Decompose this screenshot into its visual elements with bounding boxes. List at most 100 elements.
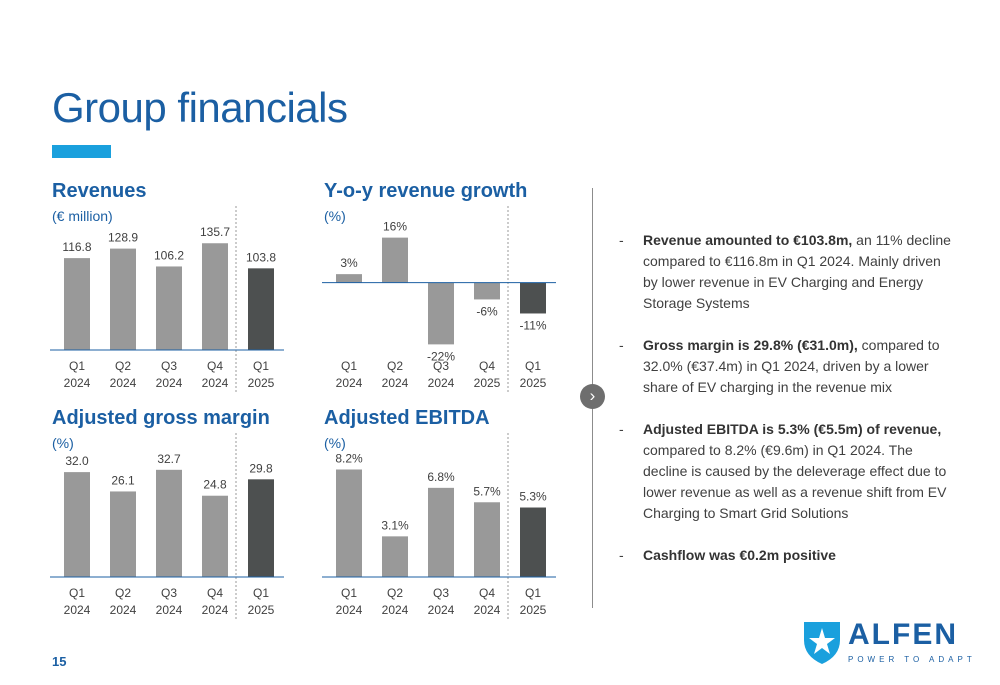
bar <box>474 502 500 577</box>
bar <box>64 472 90 577</box>
yoy-growth-chart: Y-o-y revenue growth (%) 3% Q1 2024 16% Q2 20… <box>322 180 564 400</box>
tick-label: Q1 <box>253 359 269 373</box>
tick-label: 2024 <box>428 376 455 390</box>
chart-subtitle: (%) <box>324 435 346 451</box>
bar <box>202 495 228 577</box>
tick-label: Q1 <box>341 359 357 373</box>
bullet-bold: Gross margin is 29.8% (€31.0m), <box>643 337 858 353</box>
bar <box>248 479 274 577</box>
bar <box>110 491 136 577</box>
chart-title: Y-o-y revenue growth <box>324 180 528 202</box>
tick-label: Q4 <box>479 586 495 600</box>
bar <box>520 282 546 314</box>
chart-title: Adjusted EBITDA <box>324 407 490 429</box>
data-label: 106.2 <box>154 248 184 262</box>
bullet-item: - Revenue amounted to €103.8m, an 11% dec… <box>619 232 951 311</box>
data-label: 16% <box>383 220 407 234</box>
tick-label: 2024 <box>202 376 229 390</box>
data-label: 5.7% <box>473 484 501 498</box>
tick-label: 2024 <box>156 603 183 617</box>
bullet-item: - Adjusted EBITDA is 5.3% (€5.5m) of reve… <box>619 421 947 521</box>
tick-label: 2025 <box>474 376 501 390</box>
logo-tagline: POWER TO ADAPT <box>848 655 976 664</box>
gross-margin-chart: Adjusted gross margin (%) 32.0 Q1 2024 26.1… <box>50 407 292 627</box>
bar <box>428 282 454 345</box>
data-label: -6% <box>476 304 498 318</box>
bar <box>382 536 408 577</box>
tick-label: Q1 <box>69 586 85 600</box>
tick-label: 2024 <box>110 376 137 390</box>
chart-subtitle: (€ million) <box>52 208 113 224</box>
tick-label: 2025 <box>248 376 275 390</box>
tick-label: 2024 <box>382 376 409 390</box>
bullet-bold: Revenue amounted to €103.8m, <box>643 232 853 248</box>
tick-label: 2024 <box>382 603 409 617</box>
data-label: 135.7 <box>200 225 230 239</box>
data-label: -22% <box>427 349 455 363</box>
revenues-chart: Revenues (€ million) 116.8 Q1 2024 128.9 Q2 2… <box>50 180 292 400</box>
tick-label: Q1 <box>69 359 85 373</box>
data-label: 128.9 <box>108 231 138 245</box>
star-logo-icon <box>804 622 840 664</box>
tick-label: 2024 <box>110 603 137 617</box>
data-label: 26.1 <box>111 473 135 487</box>
bar <box>520 507 546 577</box>
data-label: 32.7 <box>157 452 181 466</box>
data-label: 24.8 <box>203 478 227 492</box>
chevron-right-icon[interactable]: › <box>580 384 605 409</box>
company-logo: ALFEN POWER TO ADAPT <box>800 618 972 668</box>
tick-label: Q4 <box>207 586 223 600</box>
tick-label: Q1 <box>525 359 541 373</box>
bullet-item: - Cashflow was €0.2m positive <box>619 547 836 563</box>
tick-label: Q3 <box>433 586 449 600</box>
title-accent-bar <box>52 145 111 158</box>
bar <box>110 248 136 350</box>
data-label: 6.8% <box>427 470 455 484</box>
bullet-text: compared to 32.0% (€37.4m) in Q1 2024, d… <box>643 337 940 395</box>
bar <box>336 469 362 577</box>
tick-label: 2024 <box>202 603 229 617</box>
chart-svg: 3% Q1 2024 16% Q2 2024 -22%Q3 2024 -6% Q4 2025 -11%… <box>322 206 556 392</box>
data-label: 3.1% <box>381 518 409 532</box>
bullet-bold: Adjusted EBITDA is 5.3% (€5.5m) of reven… <box>643 421 942 437</box>
tick-label: Q2 <box>115 586 131 600</box>
tick-label: Q4 <box>207 359 223 373</box>
chart-title: Adjusted gross margin <box>52 407 270 429</box>
tick-label: 2024 <box>428 603 455 617</box>
bar <box>382 237 408 283</box>
data-label: 32.0 <box>65 454 89 468</box>
bullet-text: compared to 8.2% (€9.6m) in Q1 2024. The… <box>643 442 947 521</box>
tick-label: Q4 <box>479 359 495 373</box>
chart-subtitle: (%) <box>324 208 346 224</box>
tick-label: 2025 <box>520 603 547 617</box>
tick-label: 2024 <box>64 603 91 617</box>
tick-label: Q1 <box>341 586 357 600</box>
bar <box>248 268 274 350</box>
chart-svg: 116.8 Q1 2024 128.9 Q2 2024 106.2 Q3 2024 135.7 Q4… <box>50 206 284 392</box>
logo-wordmark: ALFEN <box>848 618 958 651</box>
page-title: Group financials <box>52 84 348 131</box>
bar <box>474 282 500 300</box>
data-label: 8.2% <box>335 451 363 465</box>
tick-label: 2024 <box>336 376 363 390</box>
data-label: 116.8 <box>62 240 91 254</box>
data-label: -11% <box>519 318 546 332</box>
data-label: 29.8 <box>249 461 273 475</box>
chart-subtitle: (%) <box>52 435 74 451</box>
tick-label: Q2 <box>387 586 403 600</box>
tick-label: 2025 <box>248 603 275 617</box>
tick-label: Q1 <box>253 586 269 600</box>
data-label: 5.3% <box>519 490 547 504</box>
bar <box>202 243 228 350</box>
bar <box>156 469 182 577</box>
data-label: 3% <box>340 256 358 270</box>
ebitda-chart: Adjusted EBITDA (%) 8.2% Q1 2024 3.1% Q2 2024… <box>322 407 564 627</box>
tick-label: Q3 <box>161 586 177 600</box>
tick-label: Q2 <box>387 359 403 373</box>
page-number: 15 <box>52 654 67 669</box>
data-label: 103.8 <box>246 250 276 264</box>
bar <box>156 266 182 350</box>
tick-label: 2024 <box>64 376 91 390</box>
tick-label: Q3 <box>433 359 449 373</box>
bullet-text: an 11% decline compared to €116.8m in Q1… <box>643 232 951 311</box>
